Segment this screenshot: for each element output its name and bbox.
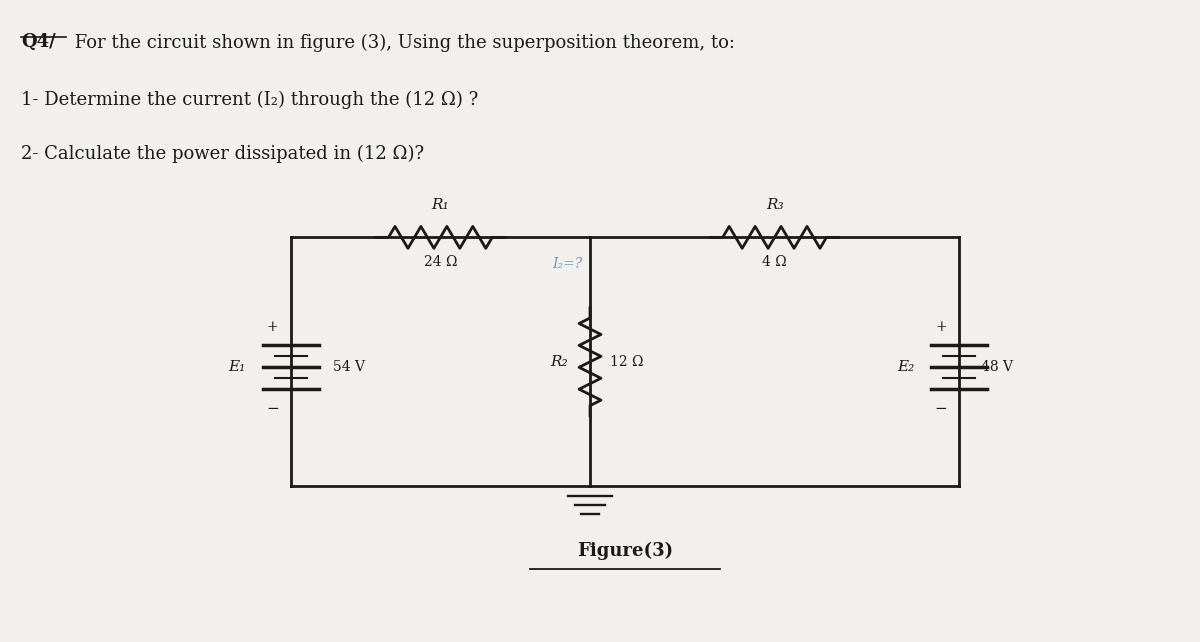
Text: E₂: E₂ [898,360,914,374]
Text: +: + [266,320,278,334]
Text: For the circuit shown in figure (3), Using the superposition theorem, to:: For the circuit shown in figure (3), Usi… [70,33,736,51]
Text: Figure(3): Figure(3) [577,542,673,560]
Text: 24 Ω: 24 Ω [424,256,457,269]
Text: −: − [266,402,280,415]
Text: E₁: E₁ [228,360,246,374]
Text: Q4/: Q4/ [22,33,56,51]
Text: −: − [935,402,948,415]
Text: 1- Determine the current (I₂) through the (12 Ω) ?: 1- Determine the current (I₂) through th… [22,91,479,109]
Text: R₂: R₂ [551,355,568,369]
Text: 2- Calculate the power dissipated in (12 Ω)?: 2- Calculate the power dissipated in (12… [22,144,425,163]
Text: 12 Ω: 12 Ω [610,355,643,369]
Text: 48 V: 48 V [982,360,1013,374]
Text: R₁: R₁ [432,198,449,213]
Text: R₃: R₃ [766,198,784,213]
Text: 4 Ω: 4 Ω [762,256,787,269]
Text: I₂=?: I₂=? [552,257,582,272]
Text: +: + [935,320,947,334]
Text: 54 V: 54 V [332,360,365,374]
